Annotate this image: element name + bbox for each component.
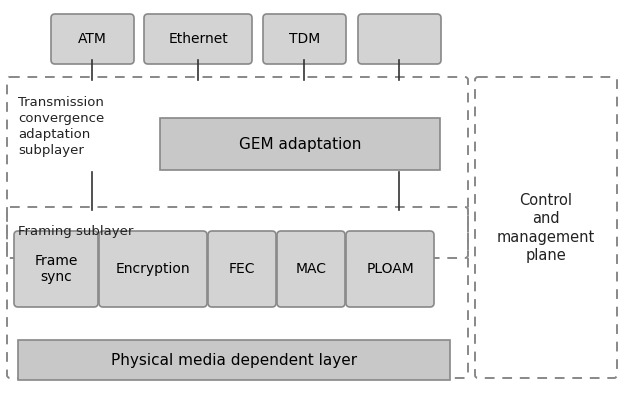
FancyBboxPatch shape [208,231,276,307]
FancyBboxPatch shape [14,231,98,307]
FancyBboxPatch shape [277,231,345,307]
Text: MAC: MAC [296,262,326,276]
Text: ATM: ATM [78,32,107,46]
Text: GEM adaptation: GEM adaptation [239,137,361,152]
Text: Ethernet: Ethernet [168,32,228,46]
Text: Control
and
management
plane: Control and management plane [497,192,595,263]
Text: Frame
sync: Frame sync [34,254,77,284]
FancyBboxPatch shape [263,14,346,64]
Text: TDM: TDM [289,32,320,46]
Text: Transmission
convergence
adaptation
subplayer: Transmission convergence adaptation subp… [18,96,104,157]
FancyBboxPatch shape [99,231,207,307]
FancyBboxPatch shape [144,14,252,64]
FancyBboxPatch shape [18,340,450,380]
Text: Encryption: Encryption [115,262,190,276]
FancyBboxPatch shape [160,118,440,170]
FancyBboxPatch shape [346,231,434,307]
Text: FEC: FEC [229,262,255,276]
Text: Framing sublayer: Framing sublayer [18,225,134,238]
FancyBboxPatch shape [51,14,134,64]
FancyBboxPatch shape [358,14,441,64]
Text: Physical media dependent layer: Physical media dependent layer [111,352,357,367]
Text: PLOAM: PLOAM [366,262,414,276]
